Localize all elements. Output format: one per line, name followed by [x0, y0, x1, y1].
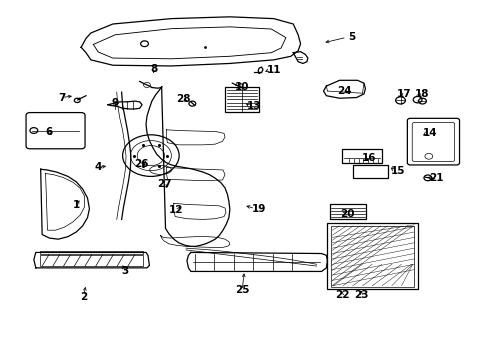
Text: 18: 18	[414, 89, 429, 99]
Text: 14: 14	[422, 129, 436, 138]
Bar	[329, 204, 366, 219]
Bar	[327, 223, 417, 289]
Text: 2: 2	[80, 292, 87, 302]
Text: 16: 16	[361, 153, 375, 163]
Bar	[224, 87, 259, 112]
Text: 1: 1	[73, 200, 80, 210]
Text: 27: 27	[157, 179, 171, 189]
Text: 26: 26	[134, 159, 148, 169]
Text: 10: 10	[234, 82, 249, 92]
Text: 24: 24	[336, 86, 351, 96]
Text: 23: 23	[353, 290, 368, 300]
Text: 4: 4	[94, 162, 102, 172]
Text: 28: 28	[176, 94, 190, 104]
Text: 17: 17	[396, 89, 410, 99]
Text: 21: 21	[428, 173, 443, 183]
Text: 9: 9	[111, 98, 119, 108]
Text: 20: 20	[339, 209, 353, 219]
Text: 5: 5	[347, 32, 355, 42]
Bar	[330, 226, 413, 287]
Bar	[341, 149, 381, 163]
Text: 22: 22	[334, 290, 348, 300]
Text: 15: 15	[390, 166, 405, 176]
Text: 11: 11	[266, 64, 281, 75]
Text: 3: 3	[121, 266, 128, 276]
Text: 12: 12	[169, 206, 183, 216]
Text: 19: 19	[251, 204, 266, 214]
Text: 7: 7	[58, 93, 65, 103]
Text: 8: 8	[150, 64, 158, 74]
Text: 25: 25	[234, 285, 249, 296]
Bar	[40, 251, 143, 254]
Text: 6: 6	[46, 127, 53, 136]
Text: 13: 13	[246, 102, 261, 112]
Bar	[40, 255, 143, 266]
